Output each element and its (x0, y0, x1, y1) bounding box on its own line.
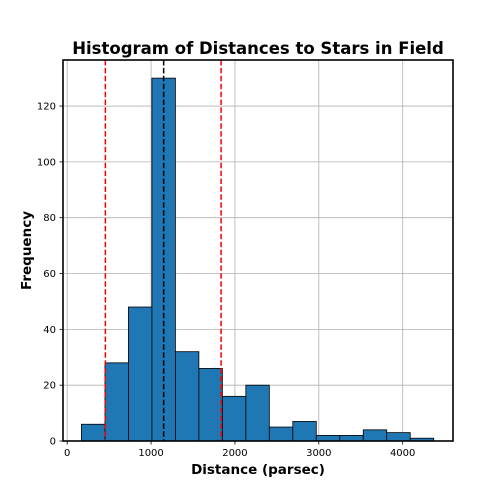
histogram-bar (339, 435, 364, 442)
grid-layer (63, 60, 453, 442)
histogram-bar (245, 384, 270, 442)
histogram-bar (104, 362, 129, 442)
histogram-bar (221, 395, 247, 442)
y-tick-label: 120 (37, 102, 56, 113)
x-tick-label: 2000 (222, 448, 247, 459)
y-axis-label: Frequency (19, 211, 35, 290)
y-tick-label: 80 (43, 213, 56, 224)
histogram-bar (198, 368, 223, 442)
y-tick-label: 60 (43, 269, 56, 280)
x-axis-label: Distance (parsec) (191, 462, 325, 478)
x-tick-label: 0 (64, 448, 70, 459)
y-tick-label: 40 (43, 325, 56, 336)
histogram-bar (362, 429, 388, 442)
y-tick-label: 100 (37, 157, 56, 168)
histogram-bar (268, 426, 294, 442)
histogram-bar (128, 306, 153, 442)
histogram-bar (81, 423, 106, 442)
y-tick-label: 0 (50, 437, 56, 448)
reference-line-layer (104, 60, 222, 441)
x-tick-label: 3000 (306, 448, 331, 459)
histogram-bar (174, 351, 200, 442)
plot-frame (62, 59, 454, 442)
histogram-bar (386, 432, 411, 442)
histogram-bar (315, 435, 341, 442)
x-tick-label: 1000 (138, 448, 163, 459)
y-tick-label: 20 (43, 381, 56, 392)
histogram-bar (292, 421, 317, 442)
chart-title: Histogram of Distances to Stars in Field (72, 39, 444, 58)
x-tick-label: 4000 (390, 448, 415, 459)
tick-layer: 0 1000 2000 3000 4000 0 20 40 60 80 100 120 (37, 102, 415, 459)
